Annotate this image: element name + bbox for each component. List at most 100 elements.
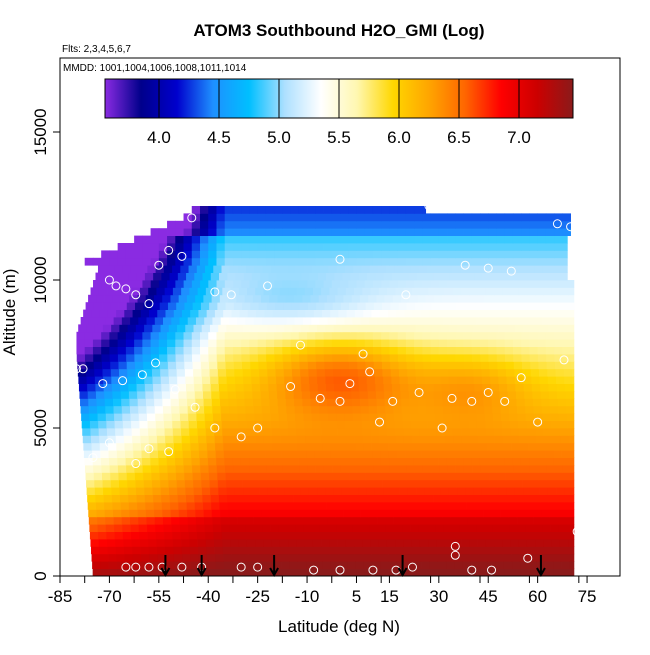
heatmap-cell [477,428,487,436]
heatmap-cell [477,287,487,296]
heatmap-cell [472,472,482,481]
heatmap-cell [104,502,113,510]
heatmap-cell [134,465,144,473]
heatmap-cell [323,235,333,244]
heatmap-cell [102,302,111,310]
heatmap-cell [292,376,302,384]
heatmap-cell [453,442,463,451]
heatmap-cell [218,324,227,333]
heatmap-cell [305,553,315,562]
heatmap-cell [213,531,223,540]
heatmap-cell [261,398,270,407]
heatmap-cell [265,280,275,288]
heatmap-cell [481,487,491,495]
heatmap-cell [243,376,252,384]
heatmap-cell [171,317,180,325]
heatmap-cell [509,524,519,532]
heatmap-cell [367,494,376,503]
heatmap-cell [552,309,562,318]
heatmap-cell [517,524,527,532]
heatmap-cell [562,235,568,244]
heatmap-cell [200,280,209,288]
heatmap-cell [285,502,295,510]
heatmap-cell [208,346,217,355]
heatmap-cell [173,442,183,451]
heatmap-cell [315,250,324,259]
heatmap-cell [298,280,308,288]
heatmap-cell [531,494,541,503]
heatmap-cell [359,391,369,399]
heatmap-cell [241,213,250,222]
heatmap-cell [192,302,202,310]
heatmap-cell [362,287,371,296]
heatmap-cell [312,265,321,273]
heatmap-cell [565,398,575,407]
heatmap-cell [174,450,184,458]
heatmap-cell [569,442,575,451]
heatmap-cell [430,465,440,473]
heatmap-cell [490,487,499,495]
heatmap-cell [379,546,388,555]
heatmap-cell [298,235,308,244]
heatmap-cell [140,435,150,444]
heatmap-cell [297,309,306,318]
heatmap-cell [228,509,237,518]
heatmap-cell [421,561,431,569]
heatmap-cell [504,354,514,362]
heatmap-cell [265,228,275,236]
heatmap-cell [541,405,551,414]
heatmap-cell [528,442,537,451]
heatmap-cell [422,257,431,266]
heatmap-cell [303,265,313,273]
heatmap-cell [224,280,234,288]
heatmap-cell [466,502,476,510]
heatmap-cell [436,435,446,444]
heatmap-cell [257,220,267,229]
heatmap-cell [251,324,260,333]
heatmap-cell [409,294,418,303]
heatmap-cell [237,405,246,414]
heatmap-cell [496,568,505,576]
heatmap-cell [521,339,530,347]
heatmap-cell [84,346,94,355]
heatmap-cell [509,531,519,540]
heatmap-cell [290,354,300,362]
heatmap-cell [210,376,219,384]
heatmap-cell [384,502,393,510]
heatmap-cell [242,479,252,488]
heatmap-cell [219,391,229,399]
heatmap-cell [401,516,411,525]
heatmap-cell [324,368,334,377]
heatmap-cell [335,398,344,407]
heatmap-cell [320,265,329,273]
heatmap-cell [230,287,240,296]
heatmap-cell [414,243,423,251]
heatmap-cell [189,546,199,555]
heatmap-cell [76,339,86,347]
heatmap-cell [111,494,121,503]
heatmap-cell [324,479,334,488]
heatmap-cell [439,361,449,370]
heatmap-cell [172,265,181,273]
profile-arrow-head [269,567,279,578]
heatmap-cell [321,309,331,318]
heatmap-cell [319,413,329,421]
heatmap-cell [115,428,124,436]
heatmap-cell [403,435,413,444]
heatmap-cell [377,405,386,414]
heatmap-cell [500,509,509,518]
heatmap-cell [545,346,555,355]
heatmap-cell [245,405,254,414]
heatmap-cell [430,280,440,288]
heatmap-cell [550,265,560,273]
heatmap-cell [192,465,201,473]
heatmap-cell [395,539,404,547]
heatmap-cell [186,494,195,503]
heatmap-cell [516,294,525,303]
heatmap-cell [123,546,133,555]
heatmap-cell [170,509,180,518]
heatmap-cell [323,457,332,466]
heatmap-cell [307,346,316,355]
heatmap-cell [316,302,325,310]
